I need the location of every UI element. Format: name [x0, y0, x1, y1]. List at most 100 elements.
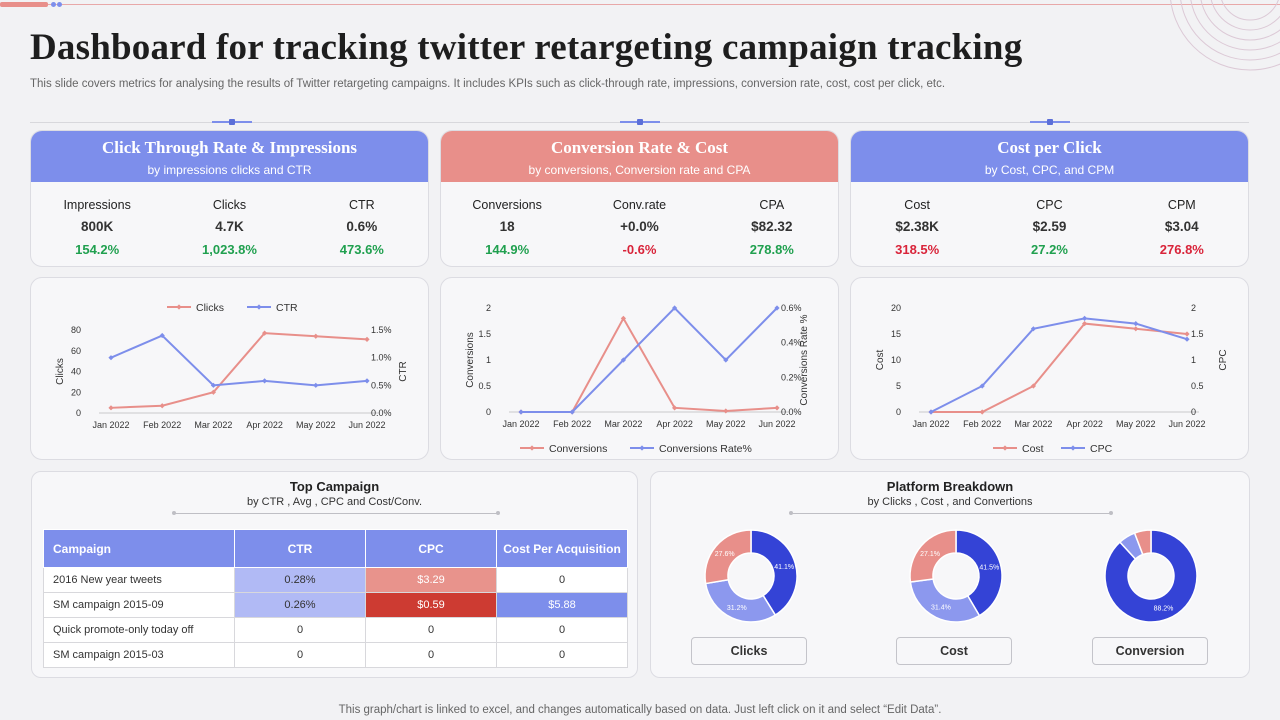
y2-tick-label: 1.0% [371, 353, 392, 363]
kpi-metric-label: CPM [1167, 198, 1196, 212]
x-tick-label: Jun 2022 [348, 420, 385, 430]
panel-divider [172, 511, 500, 515]
table-cell: 0 [496, 642, 628, 668]
series-line-cpc [930, 317, 1188, 413]
y2-tick-label: 0.0% [781, 407, 802, 417]
x-tick-label: Apr 2022 [1066, 419, 1103, 429]
data-point [979, 409, 985, 415]
legend-label: Cost [1022, 443, 1044, 455]
cost-button[interactable]: Cost [896, 637, 1012, 665]
data-point [569, 409, 575, 415]
y-tick-label: 10 [891, 355, 901, 365]
donut-label: 31.4% [931, 605, 951, 612]
donut-slice [704, 578, 777, 623]
table-row: Quick promote-only today off 0 0 0 [43, 617, 628, 643]
kpi-metric: CTR 0.6% 473.6% [307, 198, 417, 257]
x-tick-label: May 2022 [296, 420, 336, 430]
y-tick-label: 15 [891, 329, 901, 339]
kpi-metric-value: 18 [499, 219, 515, 234]
y2-axis-label: CPC [1218, 349, 1229, 370]
donut-label: 31.2% [727, 605, 747, 612]
kpi-metric-change: 1,023.8% [202, 242, 257, 257]
table-row: SM campaign 2015-09 0.26% $0.59 $5.88 [43, 592, 628, 618]
data-point [1184, 336, 1190, 342]
conversion-button[interactable]: Conversion [1092, 637, 1208, 665]
y-axis-label: Cost [875, 349, 886, 370]
x-tick-label: Jun 2022 [758, 419, 795, 429]
clicks-donut: 41.1% 31.2% 27.6% [704, 529, 798, 623]
platform-title: Platform Breakdown [886, 479, 1014, 494]
y-tick-label: 20 [71, 387, 81, 397]
kpi-metric: Clicks 4.7K 1,023.8% [174, 198, 284, 257]
data-point [159, 403, 165, 409]
y-tick-label: 80 [71, 325, 81, 335]
kpi-card-subtitle: by impressions clicks and CTR [147, 163, 312, 177]
kpi-metric-change: 318.5% [895, 242, 940, 257]
y2-tick-label: 0.5% [371, 380, 392, 390]
kpi-card-header: Cost per Click by Cost, CPC, and CPM [851, 131, 1248, 182]
donut-slice [909, 529, 957, 583]
kpi-metric-change: 27.2% [1031, 242, 1068, 257]
donut-slice [704, 529, 752, 585]
table-cell: 0 [234, 617, 366, 643]
conversions-chart: 0 0.5 1 1.5 2 0.0% 0.2% 0.4% 0.6% Jan 2022 Feb 202… [440, 277, 839, 460]
kpi-metric-value: $2.59 [1032, 219, 1067, 234]
table-cell: 2016 New year tweets [43, 567, 235, 593]
data-point [108, 405, 114, 411]
donut-slice [1133, 529, 1152, 556]
table-cell: Quick promote-only today off [43, 617, 235, 643]
campaign-table: Campaign CTR CPC Cost Per Acquisition 2016 N… [43, 529, 628, 668]
data-point [1082, 315, 1088, 321]
divider-marker [1030, 119, 1070, 125]
kpi-metric-label: Impressions [63, 198, 131, 212]
panel-divider [789, 511, 1113, 515]
y2-axis-label: Conversions Rate % [799, 314, 810, 405]
clicks-button[interactable]: Clicks [691, 637, 807, 665]
data-point [1030, 326, 1036, 332]
kpi-metric: Impressions 800K 154.2% [42, 198, 152, 257]
divider-marker [212, 119, 252, 125]
legend-label: Conversions Rate% [659, 443, 752, 455]
top-rule [0, 4, 1280, 5]
table-cell: 0.26% [234, 592, 366, 618]
series-line-conversions-rate- [521, 306, 778, 413]
y-tick-label: 40 [71, 367, 81, 377]
legend-marker [176, 304, 182, 310]
kpi-metric-change: 278.8% [749, 242, 794, 257]
data-point [210, 389, 216, 395]
kpi-metric-change: 144.9% [485, 242, 530, 257]
kpi-metric-label: Clicks [212, 198, 247, 212]
table-cell: SM campaign 2015-09 [43, 592, 235, 618]
data-point [364, 336, 370, 342]
top-accent-dot [57, 2, 62, 7]
table-cell: $0.59 [365, 592, 497, 618]
table-header: CPC [365, 529, 497, 568]
top-campaign-subtitle: by CTR , Avg , CPC and Cost/Conv. [246, 496, 423, 508]
kpi-card-subtitle: by Cost, CPC, and CPM [984, 163, 1115, 177]
y-tick-label: 0 [76, 408, 81, 418]
x-tick-label: Apr 2022 [656, 419, 693, 429]
kpi-metric-value: $82.32 [751, 219, 793, 234]
cost-donut: 41.5% 31.4% 27.1% [909, 529, 1003, 623]
data-point [979, 383, 985, 389]
y2-tick-label: 1 [1191, 355, 1196, 365]
kpi-metric-change: 473.6% [339, 242, 384, 257]
data-point [1133, 326, 1139, 332]
series-line-cost [931, 322, 1188, 413]
data-point [1133, 321, 1139, 327]
legend-label: Conversions [549, 443, 607, 455]
top-accent-dot [51, 2, 56, 7]
legend-entry: Clicks [167, 302, 224, 314]
y2-tick-label: 2 [1191, 303, 1196, 313]
kpi-card: Cost per Click by Cost, CPC, and CPM Cost $… [850, 130, 1249, 267]
legend-marker [529, 445, 535, 451]
y2-tick-label: 1.5 [1191, 329, 1204, 339]
y-tick-label: 0 [486, 407, 491, 417]
donut-label: 88.2% [1154, 606, 1174, 613]
kpi-metric: Conversions 18 144.9% [452, 198, 562, 257]
kpi-card-title: Click Through Rate & Impressions [101, 138, 358, 157]
page-subtitle: This slide covers metrics for analysing … [30, 78, 946, 90]
x-tick-label: Jan 2022 [912, 419, 949, 429]
legend-marker [1070, 445, 1076, 451]
kpi-metric-value: 0.6% [346, 219, 378, 234]
